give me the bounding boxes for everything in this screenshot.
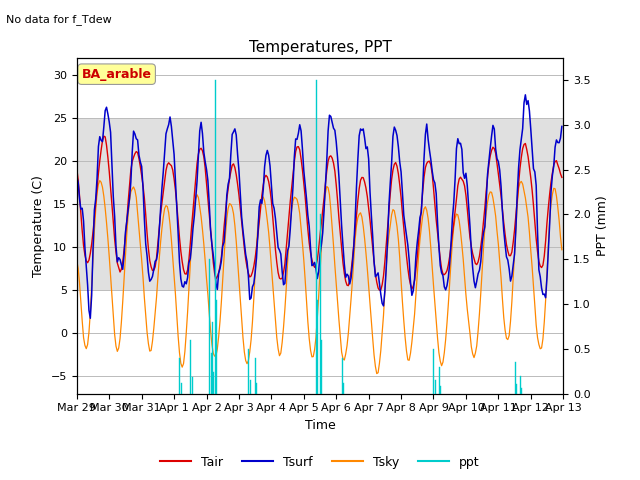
Legend: Tair, Tsurf, Tsky, ppt: Tair, Tsurf, Tsky, ppt (155, 451, 485, 474)
Title: Temperatures, PPT: Temperatures, PPT (248, 40, 392, 55)
X-axis label: Time: Time (305, 419, 335, 432)
Text: BA_arable: BA_arable (82, 68, 152, 81)
Y-axis label: Temperature (C): Temperature (C) (32, 175, 45, 276)
Text: No data for f_Tdew: No data for f_Tdew (6, 14, 112, 25)
Bar (77, 118, 563, 290)
Y-axis label: PPT (mm): PPT (mm) (596, 195, 609, 256)
